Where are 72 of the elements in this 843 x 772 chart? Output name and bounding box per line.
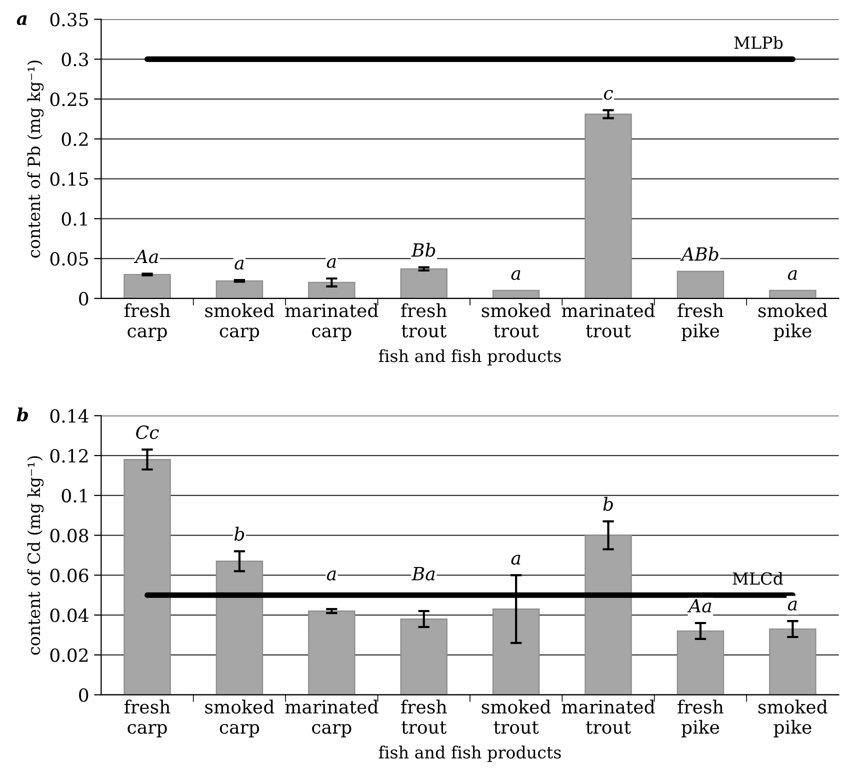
bar [676,630,724,695]
annotation: Cc [136,425,159,440]
x-tick-label: smoked pike [758,303,828,341]
bar [308,282,356,298]
x-tick-label: fresh trout [401,700,447,734]
annotation: a [234,260,244,270]
y-tick-label: 0.08 [50,528,88,542]
annotation: a [511,270,520,280]
bar [676,270,724,298]
x-axis-title: fish and fish products [378,746,561,762]
y-tick-label: 0.35 [50,12,88,26]
x-tick-label: marinated carp [285,303,378,341]
y-tick-label: 0 [79,292,88,306]
x-tick-label: marinated trout [562,303,655,338]
annotation: a [788,600,797,611]
chart-title: b [16,408,28,422]
x-tick-label: fresh pike [678,303,724,341]
chart-title: a [16,15,27,26]
annotation: b [603,496,613,511]
x-tick-label: smoked trout [482,303,551,338]
annotation: a [788,270,797,280]
y-tick-label: 0.04 [50,608,88,622]
x-tick-label: fresh carp [124,303,170,341]
bar [584,534,632,695]
y-axis-title: content of Cd (mg kg⁻¹) [27,456,44,655]
bar [400,618,448,695]
y-tick-label: 0.14 [50,409,88,423]
annotation: a [511,554,520,565]
bar [124,274,171,298]
annotation: ABb [680,246,718,261]
y-tick-label: 0.1 [62,488,87,503]
bar [769,290,816,298]
annotation: a [326,258,336,268]
annotation: b [234,526,244,541]
bar [769,628,816,695]
y-tick-label: 0.02 [50,648,88,662]
x-axis-title: fish and fish products [378,349,561,366]
bar [492,608,540,695]
bar [400,268,448,298]
ref-line-label: MLPb [734,36,783,49]
x-tick-label: fresh pike [678,700,724,738]
x-tick-label: smoked carp [205,700,274,738]
y-tick-label: 0.05 [50,252,88,266]
y-tick-label: 0.12 [50,449,88,463]
y-tick-label: 0 [79,688,88,702]
y-axis-title: content of Pb (mg kg⁻¹) [27,60,44,258]
annotation: a [326,570,336,580]
bar [216,560,264,695]
x-tick-label: fresh carp [124,700,170,738]
annotation: c [604,90,613,100]
annotation: Bb [411,242,436,257]
ref-line-label: MLCd [732,572,783,585]
x-tick-label: fresh trout [401,303,447,338]
x-tick-label: marinated carp [285,700,378,738]
y-tick-label: 0.3 [62,52,88,66]
bar [308,610,356,695]
y-tick-label: 0.25 [50,92,88,106]
y-tick-label: 0.15 [50,172,88,186]
annotation: Ba [412,567,435,580]
annotation: Aa [134,250,158,264]
x-tick-label: marinated trout [562,700,655,734]
y-tick-label: 0.1 [62,212,87,226]
bar [584,114,632,298]
x-tick-label: smoked pike [758,700,828,738]
y-tick-label: 0.2 [62,132,88,146]
x-tick-label: smoked trout [482,700,551,734]
y-tick-label: 0.06 [50,568,88,582]
annotation: Aa [687,599,712,613]
bar [492,290,540,298]
x-tick-label: smoked carp [205,303,274,341]
bar [216,280,264,298]
bar [124,458,171,695]
